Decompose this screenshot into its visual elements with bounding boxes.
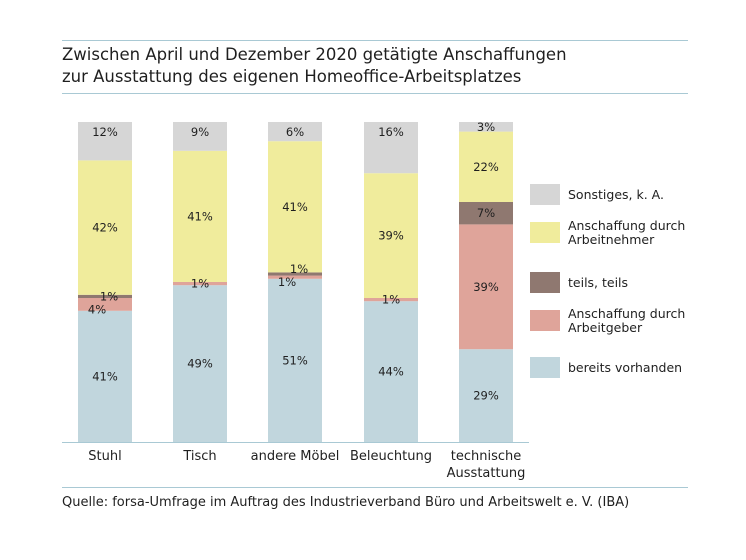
- category-label-3: Beleuchtung: [350, 449, 432, 464]
- value-label-1-0: 49%: [187, 357, 213, 371]
- value-label-0-4: 12%: [92, 125, 118, 139]
- title-rule: [62, 93, 688, 94]
- bar-segment-1-4: [173, 122, 227, 151]
- bar-segment-2-2: [268, 272, 322, 276]
- value-label-1-4: 9%: [191, 125, 209, 139]
- bar-segment-1-3: [173, 150, 227, 282]
- value-label-0-1: 4%: [88, 302, 106, 316]
- value-label-4-0: 29%: [473, 389, 499, 403]
- bar-segment-1-1: [173, 282, 227, 286]
- legend-swatch-0: [530, 184, 560, 205]
- category-label-2: andere Möbel: [251, 449, 340, 464]
- bar-segment-3-0: [364, 301, 418, 442]
- bar-segment-3-3: [364, 173, 418, 298]
- bar-segment-2-4: [268, 122, 322, 142]
- value-label-0-0: 41%: [92, 369, 118, 383]
- legend-swatch-4: [530, 357, 560, 378]
- bar-segment-1-0: [173, 285, 227, 442]
- bar-segment-4-4: [459, 122, 513, 132]
- top-rule: [62, 40, 688, 41]
- value-label-3-4: 16%: [378, 125, 404, 139]
- value-label-0-3: 42%: [92, 221, 118, 235]
- category-label-1: Tisch: [182, 449, 216, 464]
- bar-segment-2-0: [268, 278, 322, 442]
- bar-segment-2-3: [268, 141, 322, 273]
- legend-label-1-1: Arbeitnehmer: [568, 232, 655, 247]
- value-label-2-1: 1%: [278, 275, 296, 289]
- bar-segment-3-1: [364, 298, 418, 302]
- chart-title-line-1: Zwischen April und Dezember 2020 getätig…: [62, 45, 567, 64]
- value-label-2-0: 51%: [282, 353, 308, 367]
- value-label-4-1: 39%: [473, 280, 499, 294]
- category-label-0: Stuhl: [88, 449, 121, 464]
- bar-segment-0-0: [78, 310, 132, 442]
- value-label-1-1: 1%: [191, 277, 209, 291]
- value-label-0-2: 1%: [100, 289, 118, 303]
- legend-label-3-0: Anschaffung durch: [568, 306, 685, 321]
- value-label-2-2: 1%: [290, 262, 308, 276]
- value-label-2-3: 41%: [282, 200, 308, 214]
- value-label-2-4: 6%: [286, 125, 304, 139]
- source-rule: [62, 487, 688, 488]
- legend-label-0: Sonstiges, k. A.: [568, 187, 664, 202]
- legend-label-4: bereits vorhanden: [568, 360, 682, 375]
- source-note: Quelle: forsa-Umfrage im Auftrag des Ind…: [62, 495, 630, 510]
- category-label-4-0: technische: [451, 449, 522, 464]
- bar-segment-4-3: [459, 131, 513, 202]
- bar-segment-0-1: [78, 298, 132, 311]
- legend-label-2: teils, teils: [568, 275, 628, 290]
- value-label-1-3: 41%: [187, 209, 213, 223]
- bar-segment-2-1: [268, 275, 322, 279]
- bar-segment-0-3: [78, 160, 132, 295]
- legend-label-1-0: Anschaffung durch: [568, 218, 685, 233]
- legend-swatch-3: [530, 310, 560, 331]
- legend-swatch-2: [530, 272, 560, 293]
- bar-segment-3-4: [364, 122, 418, 174]
- chart-title-line-2: zur Ausstattung des eigenen Homeoffice-A…: [62, 67, 522, 86]
- bar-segment-4-2: [459, 202, 513, 225]
- value-label-4-2: 7%: [477, 206, 495, 220]
- bar-segment-0-4: [78, 122, 132, 161]
- legend-label-3-1: Arbeitgeber: [568, 320, 643, 335]
- value-label-3-3: 39%: [378, 229, 404, 243]
- value-label-3-0: 44%: [378, 365, 404, 379]
- bar-segment-0-2: [78, 294, 132, 298]
- legend-swatch-1: [530, 222, 560, 243]
- chart-title: Zwischen April und Dezember 2020 getätig…: [62, 44, 688, 88]
- value-label-4-4: 3%: [477, 120, 495, 134]
- bar-segment-4-1: [459, 224, 513, 350]
- category-label-4-1: Ausstattung: [447, 466, 526, 481]
- value-label-4-3: 22%: [473, 160, 499, 174]
- value-label-3-1: 1%: [382, 293, 400, 307]
- bar-segment-4-0: [459, 349, 513, 442]
